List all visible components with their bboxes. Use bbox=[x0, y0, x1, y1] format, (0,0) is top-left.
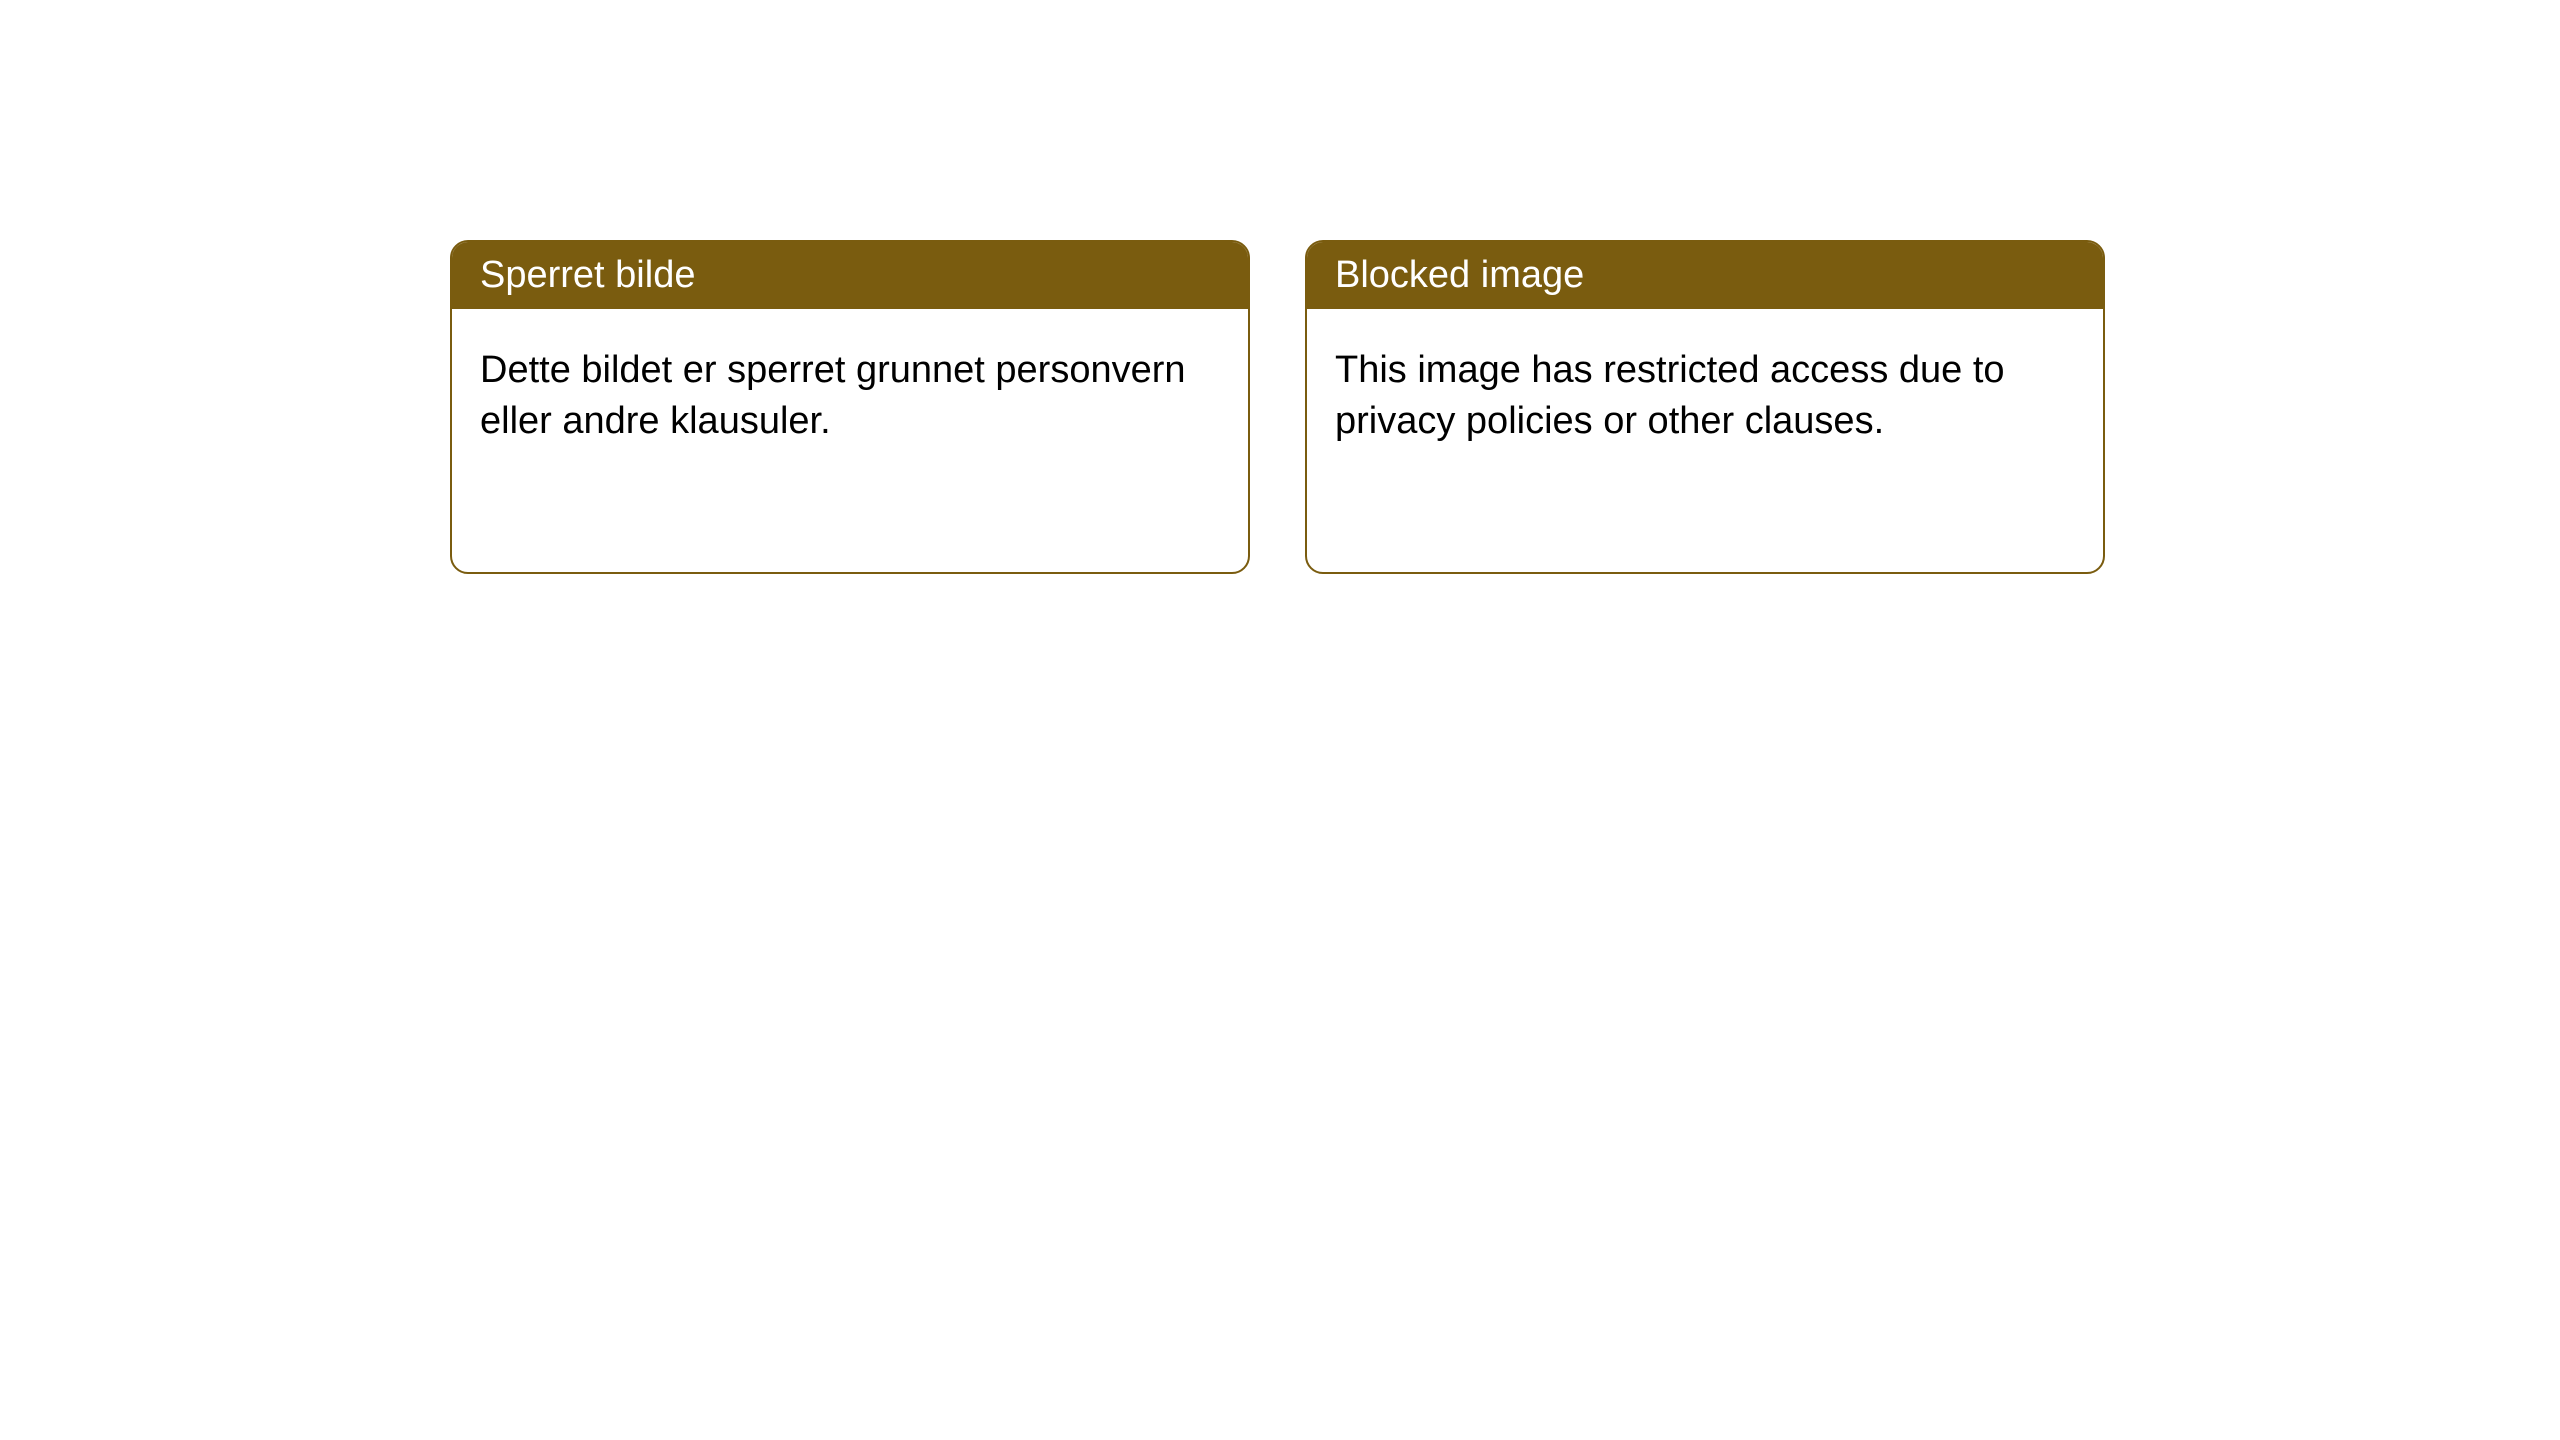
card-body-en: This image has restricted access due to … bbox=[1307, 309, 2103, 484]
card-body-no: Dette bildet er sperret grunnet personve… bbox=[452, 309, 1248, 484]
card-header-no: Sperret bilde bbox=[452, 242, 1248, 309]
card-header-en: Blocked image bbox=[1307, 242, 2103, 309]
card-container: Sperret bilde Dette bildet er sperret gr… bbox=[450, 240, 2560, 574]
blocked-image-card-no: Sperret bilde Dette bildet er sperret gr… bbox=[450, 240, 1250, 574]
blocked-image-card-en: Blocked image This image has restricted … bbox=[1305, 240, 2105, 574]
